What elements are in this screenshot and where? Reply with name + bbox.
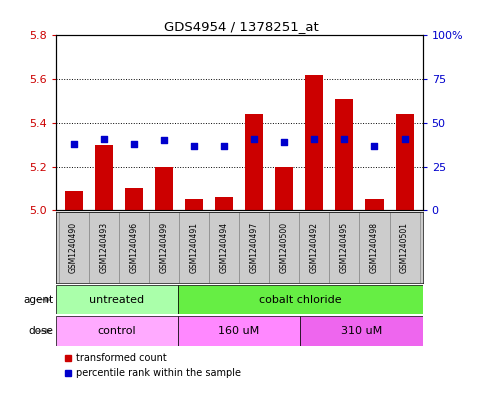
Bar (359, 212, 389, 283)
Point (100, 136, 108, 142)
Text: 310 uM: 310 uM (341, 326, 382, 336)
Bar (178, 285, 423, 314)
Point (401, 136, 409, 142)
Point (250, 136, 258, 142)
Text: 160 uM: 160 uM (218, 326, 260, 336)
Bar (185, 199, 203, 210)
Bar (366, 199, 384, 210)
Point (311, 136, 318, 142)
Bar (155, 167, 173, 210)
Bar (56, 285, 178, 314)
Bar (305, 75, 323, 210)
Text: transformed count: transformed count (76, 353, 167, 363)
Point (370, 142, 378, 149)
Text: untreated: untreated (89, 295, 144, 305)
Bar (275, 167, 293, 210)
Bar (389, 212, 420, 283)
Bar (149, 212, 179, 283)
Text: GSM1240490: GSM1240490 (69, 222, 78, 273)
Text: percentile rank within the sample: percentile rank within the sample (76, 368, 241, 378)
Text: GSM1240492: GSM1240492 (310, 222, 319, 273)
Bar (239, 212, 269, 283)
Text: GSM1240494: GSM1240494 (220, 222, 228, 273)
Text: agent: agent (23, 295, 53, 305)
Bar (179, 212, 209, 283)
Bar (56, 316, 178, 346)
Bar (95, 145, 113, 210)
Text: GSM1240498: GSM1240498 (370, 222, 379, 273)
Bar (396, 114, 413, 210)
Bar (119, 212, 149, 283)
Bar (178, 316, 300, 346)
Text: GDS4954 / 1378251_at: GDS4954 / 1378251_at (164, 20, 319, 33)
Bar (269, 212, 299, 283)
Text: GSM1240495: GSM1240495 (340, 222, 349, 273)
Text: dose: dose (28, 326, 53, 336)
Bar (209, 212, 239, 283)
Point (70, 141, 77, 147)
Point (280, 139, 288, 145)
Text: control: control (98, 326, 136, 336)
Text: cobalt chloride: cobalt chloride (259, 295, 341, 305)
Bar (58, 212, 89, 283)
Text: GSM1240497: GSM1240497 (250, 222, 258, 273)
Bar (89, 212, 119, 283)
Bar (329, 212, 359, 283)
Text: GSM1240501: GSM1240501 (400, 222, 409, 273)
Bar (65, 191, 83, 210)
Text: GSM1240491: GSM1240491 (189, 222, 199, 273)
Point (341, 136, 348, 142)
Bar (299, 212, 329, 283)
Bar (300, 316, 423, 346)
Text: GSM1240499: GSM1240499 (159, 222, 169, 273)
Text: GSM1240500: GSM1240500 (280, 222, 289, 273)
Point (190, 142, 198, 149)
Bar (125, 188, 143, 210)
Point (220, 142, 228, 149)
Point (130, 141, 138, 147)
Bar (335, 99, 354, 210)
Text: GSM1240496: GSM1240496 (129, 222, 138, 273)
Bar (245, 114, 263, 210)
Bar (215, 197, 233, 210)
Text: GSM1240493: GSM1240493 (99, 222, 108, 273)
Point (160, 137, 168, 143)
